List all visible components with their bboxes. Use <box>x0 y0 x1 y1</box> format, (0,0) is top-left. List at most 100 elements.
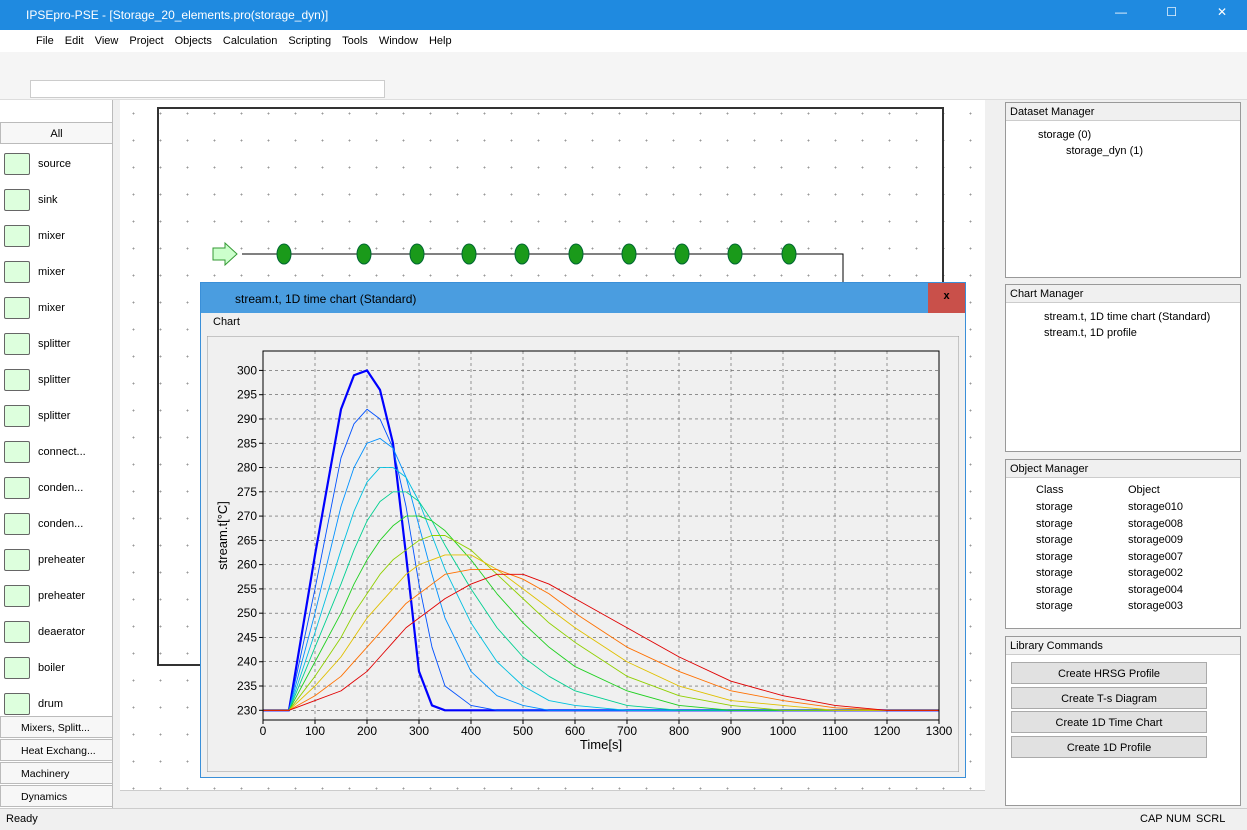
x-tick-label: 400 <box>461 724 481 738</box>
menu-item[interactable]: Window <box>378 35 418 47</box>
command-button[interactable]: Create HRSG Profile <box>1011 662 1207 684</box>
palette-item[interactable]: preheater <box>4 542 110 578</box>
chart-close[interactable]: x <box>928 283 965 313</box>
palette-label: splitter <box>38 410 71 422</box>
palette-group[interactable]: Heat Exchang... <box>0 739 113 761</box>
menu-item[interactable]: Project <box>129 35 164 47</box>
menu-bar: File Edit View Project Objects Calculation Scr… <box>0 30 1247 52</box>
column-header[interactable]: Class <box>1036 484 1064 496</box>
palette-icon <box>4 657 30 679</box>
x-tick-label: 1200 <box>874 724 901 738</box>
palette-item[interactable]: deaerator <box>4 614 110 650</box>
palette-group[interactable]: Dynamics <box>0 785 113 807</box>
palette-label: connect... <box>38 446 86 458</box>
palette-header[interactable]: All <box>0 122 113 144</box>
palette-item[interactable]: splitter <box>4 362 110 398</box>
palette-label: mixer <box>38 266 65 278</box>
table-cell[interactable]: storage004 <box>1128 583 1184 596</box>
palette-item[interactable]: drum <box>4 686 110 722</box>
table-cell[interactable]: storage <box>1036 550 1073 563</box>
table-cell[interactable]: storage002 <box>1128 567 1184 579</box>
table-cell[interactable]: storage <box>1036 583 1073 596</box>
y-tick-label: 240 <box>237 655 257 669</box>
palette-icon <box>4 297 30 319</box>
v-scrollbar[interactable] <box>985 100 1005 790</box>
palette-label: mixer <box>38 302 65 314</box>
table-cell[interactable]: storage008 <box>1128 517 1184 530</box>
y-tick-label: 290 <box>237 412 257 426</box>
menu-item[interactable]: File <box>36 35 54 47</box>
status-indicator: SCRL <box>1196 813 1226 825</box>
x-tick-label: 700 <box>617 724 637 738</box>
table-cell[interactable]: storage003 <box>1128 600 1184 612</box>
palette-icon <box>4 549 30 571</box>
table-cell[interactable]: storage010 <box>1128 501 1184 513</box>
series-line <box>263 535 939 711</box>
palette-item[interactable]: source <box>4 146 110 182</box>
chart: 230 235 240 245 250 255 260 265 270 275 280 285 290 2… <box>207 336 959 772</box>
chart-item[interactable]: stream.t, 1D profile <box>1044 327 1137 339</box>
palette-icon <box>4 441 30 463</box>
command-button[interactable]: Create 1D Profile <box>1011 735 1207 758</box>
table-cell[interactable]: storage <box>1036 534 1073 546</box>
palette-label: preheater <box>38 554 86 566</box>
close-button[interactable]: ✕ <box>1216 5 1227 19</box>
menu-item[interactable]: Tools <box>342 35 368 47</box>
y-tick-label: 300 <box>237 363 257 377</box>
min-button[interactable]: — <box>1115 5 1127 19</box>
y-tick-label: 280 <box>237 461 257 475</box>
palette-item[interactable]: preheater <box>4 578 110 614</box>
palette-item[interactable]: mixer <box>4 254 110 290</box>
menu-item[interactable]: Help <box>428 35 452 47</box>
palette-item[interactable]: splitter <box>4 326 110 362</box>
palette-icon <box>4 513 30 535</box>
command-button[interactable]: Create 1D Time Chart <box>1011 711 1207 733</box>
menu-item[interactable]: Scripting <box>288 35 332 47</box>
palette-group[interactable]: Machinery <box>0 762 113 784</box>
window-title: IPSEpro-PSE - [Storage_20_elements.pro(s… <box>26 8 329 22</box>
table-cell[interactable]: storage009 <box>1128 534 1184 546</box>
h-scrollbar[interactable] <box>120 790 985 808</box>
palette-item[interactable]: sink <box>4 182 110 218</box>
palette-item[interactable]: mixer <box>4 290 110 326</box>
palette-icon <box>4 261 30 283</box>
tree-item[interactable]: storage (0) <box>1038 129 1092 141</box>
palette-group[interactable]: Mixers, Splitt... <box>0 716 113 738</box>
table-cell[interactable]: storage007 <box>1128 550 1184 563</box>
table-cell[interactable]: storage <box>1036 600 1073 612</box>
menu-item[interactable]: Objects <box>174 35 212 47</box>
column-header[interactable]: Object <box>1128 484 1160 496</box>
x-tick-label: 800 <box>669 724 689 738</box>
table-cell[interactable]: storage <box>1036 517 1073 530</box>
command-button[interactable]: Create T-s Diagram <box>1011 686 1207 709</box>
series-line <box>263 554 939 711</box>
title-bar: IPSEpro-PSE - [Storage_20_elements.pro(s… <box>0 0 1247 30</box>
chart-menu[interactable]: Chart <box>213 316 240 328</box>
palette-label: conden... <box>38 518 84 530</box>
menu-item[interactable]: Calculation <box>222 35 278 47</box>
palette-icon <box>4 369 30 391</box>
plot-frame <box>262 350 940 721</box>
panel-title: Object Manager <box>1006 460 1240 478</box>
palette-item[interactable]: conden... <box>4 470 110 506</box>
palette-label: mixer <box>38 230 65 242</box>
palette-item[interactable]: boiler <box>4 650 110 686</box>
table-cell[interactable]: storage <box>1036 567 1073 579</box>
max-button[interactable]: ☐ <box>1166 5 1177 19</box>
menu-item[interactable]: View <box>94 35 119 47</box>
toolbar-combo[interactable] <box>30 80 385 98</box>
x-axis-label: Time[s] <box>580 737 622 752</box>
table-cell[interactable]: storage <box>1036 501 1073 513</box>
palette-item[interactable]: mixer <box>4 218 110 254</box>
tree-item[interactable]: storage_dyn (1) <box>1066 145 1144 157</box>
palette-item[interactable]: conden... <box>4 506 110 542</box>
chart-item[interactable]: stream.t, 1D time chart (Standard) <box>1044 311 1211 323</box>
menu-item[interactable]: Edit <box>64 35 84 47</box>
storage-nodes <box>276 243 797 265</box>
series-line <box>263 573 939 711</box>
palette-item[interactable]: splitter <box>4 398 110 434</box>
palette-icon <box>4 621 30 643</box>
y-tick-label: 235 <box>237 679 257 693</box>
palette-item[interactable]: connect... <box>4 434 110 470</box>
panel-title: Chart Manager <box>1006 285 1240 303</box>
